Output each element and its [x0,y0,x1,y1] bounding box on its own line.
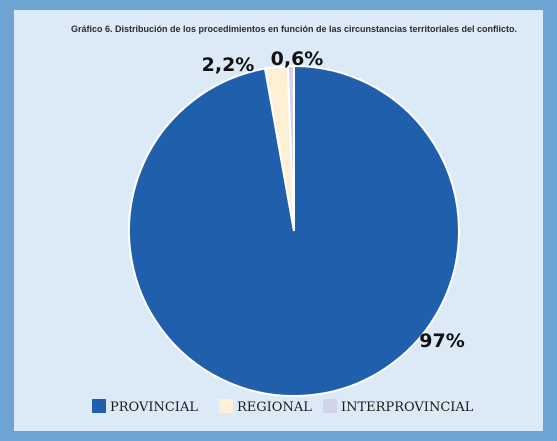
legend-item-interprovincial: INTERPROVINCIAL [323,399,474,415]
data-label-interprovincial: 0,6% [271,48,324,70]
legend-label-regional: REGIONAL [237,400,312,415]
chart-title: Gráfico 6. Distribución de los procedimi… [71,24,517,34]
legend-label-interprovincial: INTERPROVINCIAL [341,400,474,415]
legend-swatch-interprovincial [323,399,337,413]
legend-swatch-regional [219,399,233,413]
legend-item-provincial: PROVINCIAL [92,399,198,415]
legend-item-regional: REGIONAL [219,399,312,415]
chart-legend: PROVINCIAL REGIONAL INTERPROVINCIAL [92,399,474,415]
data-label-regional: 2,2% [202,54,255,76]
legend-swatch-provincial [92,399,106,413]
data-label-provincial: 97% [419,330,464,352]
pie-chart: Gráfico 6. Distribución de los procedimi… [71,24,517,415]
pie-labels: 97% 2,2% 0,6% [202,48,465,352]
pie-slices [128,64,460,397]
pie-slice-interprovincial [286,64,295,232]
legend-label-provincial: PROVINCIAL [110,400,198,415]
chart-frame: Gráfico 6. Distribución de los procedimi… [14,10,543,431]
